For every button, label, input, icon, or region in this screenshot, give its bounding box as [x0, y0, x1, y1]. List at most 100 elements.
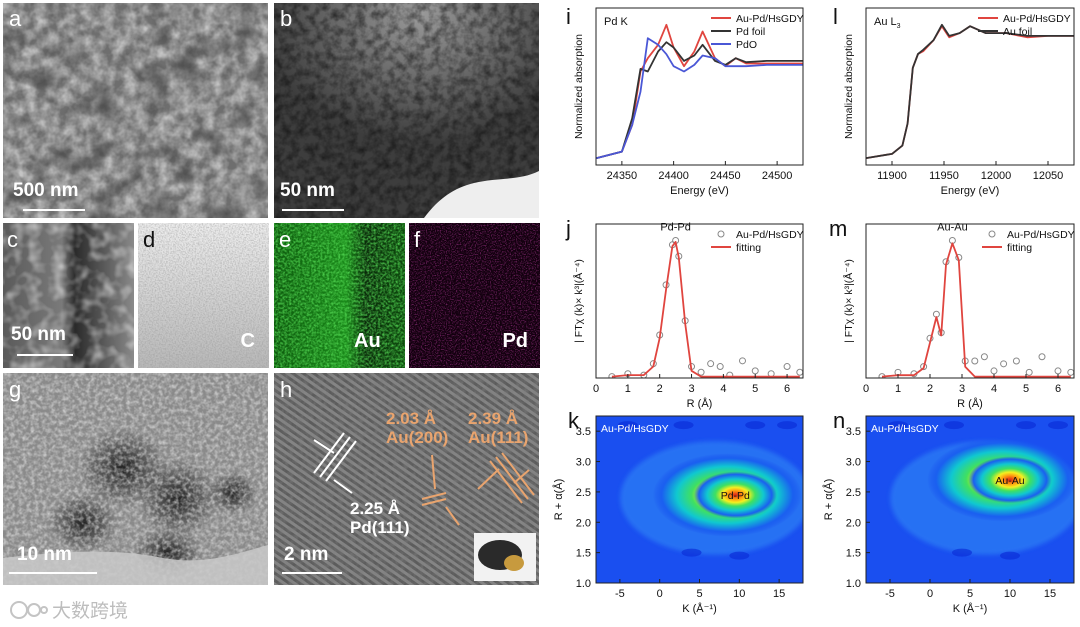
chart-m: m 0 1 2 3 4 5 6 R (Å) | FTχ (k)× k³|(Å⁻⁴) Au-Au Au-…	[829, 216, 1075, 410]
data-point	[971, 357, 979, 365]
data-point	[738, 357, 746, 365]
x-axis-label-m: R (Å)	[957, 397, 983, 410]
data-point	[767, 370, 775, 378]
heatmap-lobe	[927, 438, 1074, 522]
scale-bar-label-a: 500 nm	[13, 180, 79, 201]
panel-label-d: d	[143, 227, 156, 252]
series-l-0	[866, 25, 1074, 159]
panel-label-n: n	[833, 408, 845, 433]
legend-label: PdO	[736, 39, 757, 51]
data-point	[662, 281, 670, 289]
annotation-pd111-d: 2.25 Å	[350, 499, 401, 518]
legend-label: Au-Pd/HsGDY	[736, 229, 804, 241]
series-i-1	[596, 41, 803, 160]
y-tick-label: 1.5	[576, 548, 591, 560]
data-point	[961, 357, 969, 365]
heatmap-band	[620, 441, 803, 555]
x-tick-label: 1	[895, 383, 901, 395]
y-axis-label-i: Normalized absorption	[573, 34, 585, 139]
watermark-text: 大数跨境	[52, 600, 129, 622]
panel-e-texture	[274, 223, 405, 368]
plot-frame-m	[865, 223, 1075, 379]
y-tick-label: 3.0	[846, 457, 861, 469]
scale-bar-c	[17, 354, 73, 356]
y-tick-label: 2.0	[846, 517, 861, 529]
heatmap-spot	[944, 421, 964, 430]
panel-label-b: b	[280, 6, 293, 31]
data-point	[1000, 360, 1008, 368]
x-tick-label: 10	[1004, 588, 1016, 600]
data-point	[1012, 357, 1020, 365]
heatmap-n	[866, 416, 1074, 583]
element-label-pd: Pd	[502, 330, 528, 352]
y-axis-label-j: | FTχ (k)× k³|(Å⁻⁴)	[572, 259, 585, 343]
y-tick-label: 2.0	[576, 517, 591, 529]
scale-bar-label-c: 50 nm	[11, 324, 66, 345]
legend-label: Au foil	[1003, 26, 1032, 38]
scale-bar-h	[282, 572, 342, 574]
y-tick-label: 3.5	[846, 426, 861, 438]
x-tick-label: 4	[720, 383, 726, 395]
legend-marker	[988, 230, 996, 238]
heatmap-spot	[1048, 421, 1068, 430]
legend-label: fitting	[1007, 242, 1032, 254]
plot-frame-j	[595, 223, 804, 379]
heatmap-peak-label-k: Pd-Pd	[721, 490, 750, 502]
heatmap-band	[890, 441, 1074, 555]
data-point	[980, 353, 988, 361]
x-axis-label-i: Energy (eV)	[670, 185, 729, 197]
panel-label-f: f	[414, 227, 421, 252]
plot-frame-l	[865, 7, 1075, 166]
heatmap-background	[866, 416, 1074, 583]
x-tick-label: 24500	[762, 170, 793, 182]
x-tick-label: 0	[657, 588, 663, 600]
annotation-au200-plane: Au(200)	[386, 428, 449, 447]
element-label-au: Au	[354, 330, 381, 352]
x-tick-label: 5	[967, 588, 973, 600]
x-tick-label: 0	[863, 383, 869, 395]
heatmap-spot	[1016, 421, 1036, 430]
data-point	[640, 371, 648, 378]
series-j-1	[611, 240, 800, 378]
data-point	[649, 360, 657, 368]
x-tick-label: 1	[625, 383, 631, 395]
chart-n: n Au-Pd/HsGDY Au-Au -5 0 5 10 15 1.0 1.5 2.0 2.5 3.0…	[822, 408, 1075, 615]
data-point	[920, 363, 928, 371]
series-j-0	[608, 237, 803, 378]
x-tick-label: 0	[927, 588, 933, 600]
heatmap-spot	[729, 551, 750, 560]
series-i-2	[596, 37, 803, 160]
peak-label-j: Pd-Pd	[660, 222, 691, 234]
x-tick-label: 12000	[981, 170, 1012, 182]
panel-b-tem: b 50 nm	[274, 3, 539, 218]
plot-frame-n	[865, 415, 1075, 584]
heatmap-spot	[681, 548, 702, 557]
panel-c-haadf: c 50 nm	[3, 223, 134, 368]
panel-label-c: c	[7, 227, 18, 252]
data-point	[681, 317, 689, 325]
series-m-1	[881, 242, 1071, 378]
chart-l: l 11900 11950 12000 12050 Energy (eV) Normaliz…	[833, 4, 1075, 197]
heatmap-lobe	[652, 453, 802, 537]
legend-label: Au-Pd/HsGDY	[736, 13, 804, 25]
heatmap-title-k: Au-Pd/HsGDY	[601, 423, 669, 435]
data-point	[608, 373, 616, 378]
legend-label: fitting	[736, 242, 761, 254]
plot-frame-i	[595, 7, 804, 166]
data-point	[955, 254, 963, 262]
plot-frame-k	[595, 415, 804, 584]
y-tick-label: 3.0	[576, 457, 591, 469]
watermark-logo-icon	[10, 600, 48, 619]
y-tick-label: 2.5	[576, 487, 591, 499]
data-point	[894, 368, 902, 376]
x-tick-label: 24350	[607, 170, 638, 182]
series-i-0	[596, 23, 803, 160]
series-m-0	[878, 237, 1074, 378]
chart-i: i 24350 24400 24450 24500 Energy (eV) Normaliz…	[566, 4, 804, 197]
x-tick-label: 0	[593, 383, 599, 395]
x-axis-label-j: R (Å)	[687, 397, 713, 410]
x-tick-label: 3	[959, 383, 965, 395]
x-axis-label-k: K (Å⁻¹)	[682, 602, 717, 615]
heatmap-peak-label-n: Au-Au	[995, 475, 1024, 487]
